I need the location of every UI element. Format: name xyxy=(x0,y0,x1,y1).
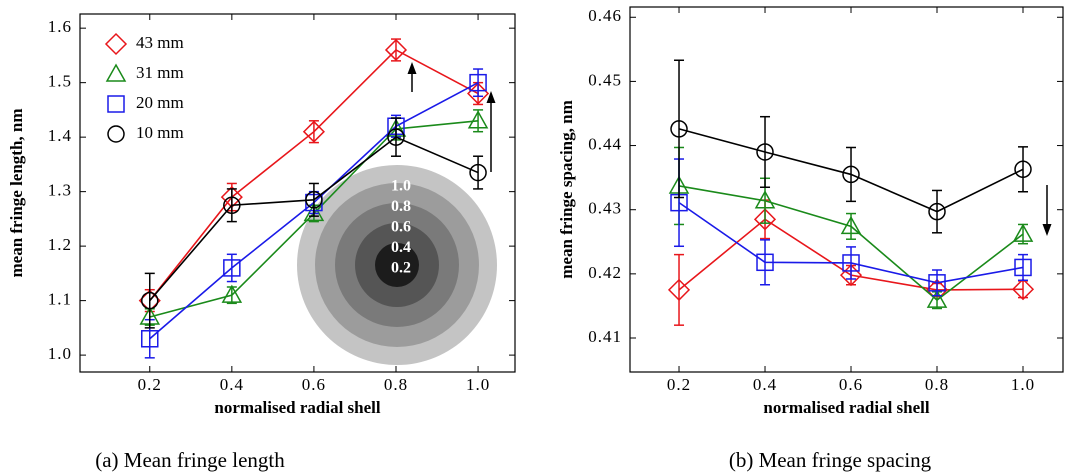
y-tick-label: 1.3 xyxy=(48,181,72,200)
marker xyxy=(387,128,405,146)
marker xyxy=(1012,223,1034,242)
marker xyxy=(756,253,774,272)
marker xyxy=(842,165,860,184)
y-tick-label: 0.45 xyxy=(588,70,622,89)
y-tick-label: 1.1 xyxy=(48,290,72,309)
marker xyxy=(754,190,776,209)
x-axis-label: normalised radial shell xyxy=(763,398,930,417)
x-tick-label: 0.4 xyxy=(753,375,777,394)
marker xyxy=(842,254,860,272)
marker xyxy=(223,196,241,215)
y-tick-label: 0.46 xyxy=(588,6,622,25)
plot-frame xyxy=(629,6,1064,373)
marker xyxy=(928,274,946,292)
inset-label: 0.4 xyxy=(391,239,411,256)
y-tick-label: 0.41 xyxy=(588,327,622,346)
inset xyxy=(297,165,497,365)
marker xyxy=(1014,258,1032,277)
marker xyxy=(926,289,948,308)
x-tick-label: 0.6 xyxy=(839,375,863,394)
inset-label: 0.8 xyxy=(391,198,411,215)
marker xyxy=(667,278,691,301)
y-tick-label: 1.5 xyxy=(48,72,72,91)
marker xyxy=(928,202,946,221)
inset-label: 0.6 xyxy=(391,219,411,236)
caption: (a) Mean fringe length xyxy=(95,448,285,472)
marker xyxy=(221,284,243,303)
marker xyxy=(670,120,688,138)
marker xyxy=(223,259,241,277)
y-axis-label: mean fringe spacing, nm xyxy=(557,100,576,279)
marker xyxy=(469,163,487,182)
legend-marker xyxy=(107,95,125,113)
marker xyxy=(141,330,159,348)
caption: (b) Mean fringe spacing xyxy=(729,448,932,472)
marker xyxy=(756,143,774,161)
marker xyxy=(467,110,489,129)
marker xyxy=(839,264,863,287)
legend-label: 43 mm xyxy=(136,33,184,52)
x-tick-label: 1.0 xyxy=(1011,375,1035,394)
legend-marker xyxy=(104,32,128,56)
marker xyxy=(141,291,159,310)
x-tick-label: 0.2 xyxy=(667,375,691,394)
y-tick-label: 1.2 xyxy=(48,235,72,254)
marker xyxy=(384,38,408,62)
marker xyxy=(1014,160,1032,179)
y-tick-label: 0.42 xyxy=(588,263,622,282)
x-tick-label: 0.6 xyxy=(302,375,326,394)
legend-marker xyxy=(105,63,127,82)
inset-label: 0.2 xyxy=(391,260,411,277)
y-tick-label: 0.43 xyxy=(588,199,622,218)
y-tick-label: 0.44 xyxy=(588,134,622,153)
marker xyxy=(840,215,862,235)
y-tick-label: 1.4 xyxy=(48,126,72,145)
y-tick-label: 1.0 xyxy=(48,344,72,363)
plot-frame xyxy=(79,13,516,373)
marker xyxy=(302,120,325,143)
marker xyxy=(753,208,777,231)
x-tick-label: 0.8 xyxy=(384,375,408,394)
legend-label: 10 mm xyxy=(136,123,184,142)
x-tick-label: 1.0 xyxy=(466,375,490,394)
x-tick-label: 0.4 xyxy=(220,375,244,394)
marker xyxy=(303,202,325,222)
x-axis-label: normalised radial shell xyxy=(214,398,381,417)
y-axis-label: mean fringe length, nm xyxy=(7,108,26,277)
marker xyxy=(469,73,487,92)
x-tick-label: 0.8 xyxy=(925,375,949,394)
marker xyxy=(305,191,323,209)
marker xyxy=(1011,278,1035,301)
legend-label: 31 mm xyxy=(136,63,184,82)
x-tick-label: 0.2 xyxy=(138,375,162,394)
y-tick-label: 1.6 xyxy=(48,17,72,36)
inset-ring xyxy=(375,243,419,287)
legend-label: 20 mm xyxy=(136,93,184,112)
legend-marker xyxy=(107,125,125,143)
inset-label: 1.0 xyxy=(391,178,411,195)
